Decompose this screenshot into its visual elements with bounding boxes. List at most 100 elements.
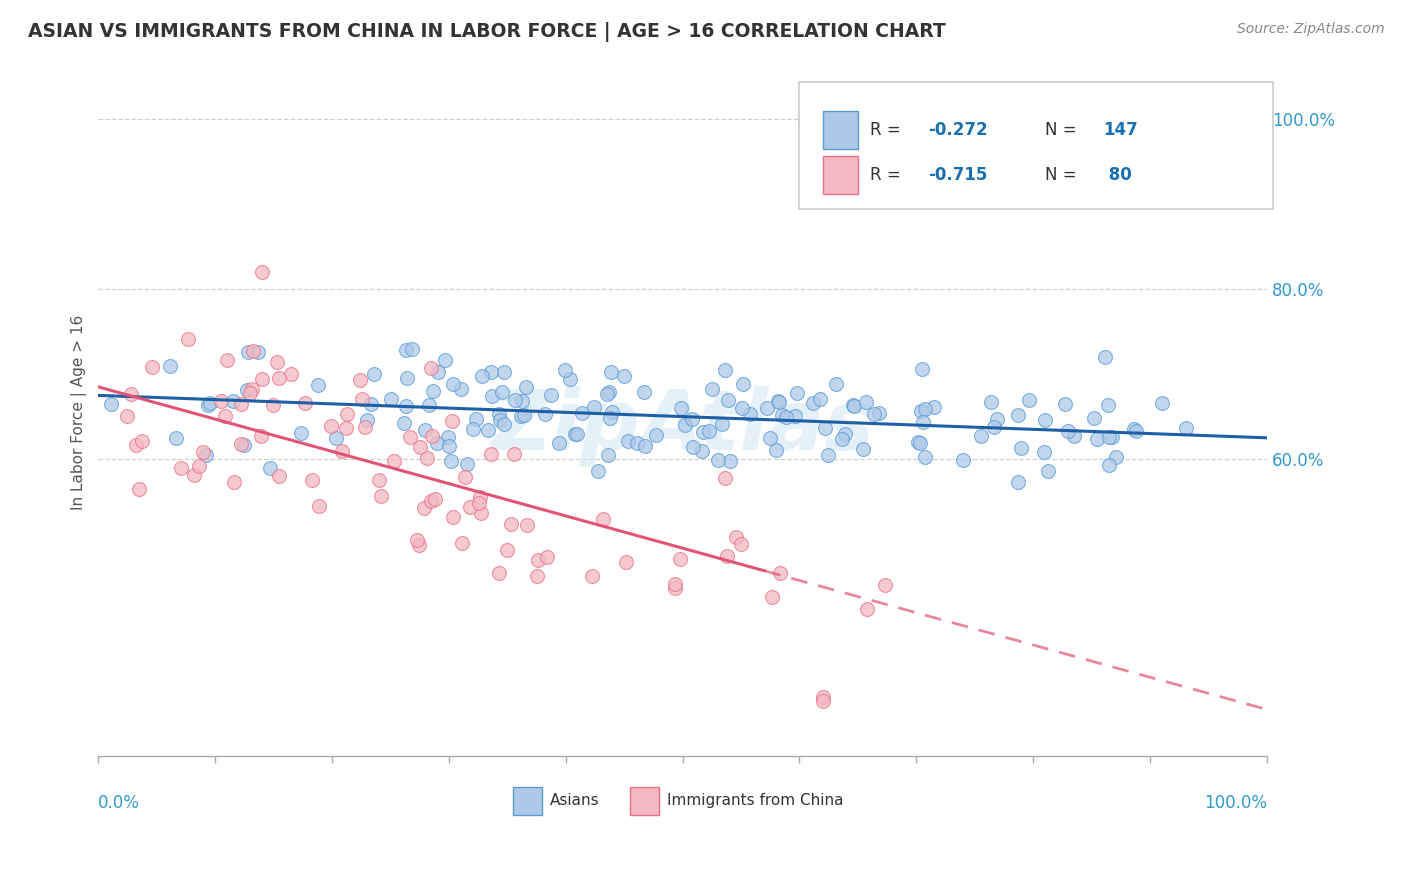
Point xyxy=(468,491,491,505)
Point xyxy=(633,385,655,400)
Point xyxy=(197,398,219,412)
Point xyxy=(599,411,621,425)
Point xyxy=(128,483,150,497)
Point xyxy=(516,517,538,532)
Point xyxy=(1007,475,1029,489)
Point xyxy=(492,365,515,379)
Point xyxy=(1123,422,1146,436)
Point xyxy=(1097,458,1119,473)
Point xyxy=(325,431,347,445)
Point xyxy=(319,419,342,434)
Point xyxy=(477,423,499,437)
Point xyxy=(824,377,846,392)
Point xyxy=(488,413,510,427)
FancyBboxPatch shape xyxy=(513,787,543,814)
Point xyxy=(209,394,232,409)
Point xyxy=(224,475,246,490)
Point xyxy=(581,569,603,583)
Point xyxy=(1101,430,1123,444)
Point xyxy=(761,590,783,604)
Point xyxy=(434,352,457,367)
Point xyxy=(707,453,730,467)
Point xyxy=(259,461,281,475)
Text: ASIAN VS IMMIGRANTS FROM CHINA IN LABOR FORCE | AGE > 16 CORRELATION CHART: ASIAN VS IMMIGRANTS FROM CHINA IN LABOR … xyxy=(28,22,946,42)
Point xyxy=(1063,429,1085,443)
Point xyxy=(450,536,472,550)
Point xyxy=(418,399,440,413)
Point xyxy=(177,333,200,347)
Point xyxy=(170,461,193,475)
Point xyxy=(231,436,253,450)
Point xyxy=(416,450,439,465)
Point xyxy=(491,384,513,399)
Point xyxy=(441,377,464,392)
Point xyxy=(700,382,723,396)
Point xyxy=(465,411,488,425)
Point xyxy=(408,538,430,552)
Point xyxy=(441,509,464,524)
Point xyxy=(382,454,405,468)
Point xyxy=(240,382,263,396)
Point xyxy=(669,551,692,566)
Point xyxy=(392,416,415,430)
Point xyxy=(395,399,418,413)
Point xyxy=(817,449,839,463)
Point xyxy=(456,458,478,472)
Point xyxy=(873,577,896,591)
Point xyxy=(159,359,181,373)
Point xyxy=(914,401,936,416)
Point xyxy=(907,434,929,449)
Point xyxy=(682,441,704,455)
Point xyxy=(690,444,713,458)
Point xyxy=(697,425,720,439)
Point xyxy=(236,344,259,359)
Text: -0.715: -0.715 xyxy=(928,166,987,184)
Point xyxy=(413,423,436,437)
Point xyxy=(509,409,531,424)
Point xyxy=(910,404,932,418)
Point xyxy=(217,352,239,367)
Point xyxy=(1097,398,1119,412)
Point xyxy=(692,425,714,440)
Point xyxy=(350,392,373,406)
Point xyxy=(349,373,371,387)
Point xyxy=(1105,450,1128,464)
Point xyxy=(717,392,740,407)
Point xyxy=(986,412,1008,426)
Point xyxy=(600,405,623,419)
Point xyxy=(560,372,582,386)
Point xyxy=(983,419,1005,434)
Point xyxy=(1007,408,1029,422)
Point xyxy=(468,496,491,510)
Point xyxy=(266,355,288,369)
Point xyxy=(768,395,790,409)
Point xyxy=(335,421,357,435)
Point xyxy=(855,395,877,409)
Point xyxy=(673,417,696,432)
Point xyxy=(499,516,522,531)
Point xyxy=(488,566,510,580)
Point xyxy=(194,448,217,462)
Point xyxy=(730,537,752,551)
Point xyxy=(588,464,610,478)
Point xyxy=(290,426,312,441)
Point xyxy=(420,361,443,376)
Point xyxy=(408,440,430,454)
Point xyxy=(664,577,686,591)
Point xyxy=(239,386,262,401)
Point xyxy=(1150,396,1173,410)
Point xyxy=(307,377,329,392)
Point xyxy=(1038,464,1060,478)
Point xyxy=(269,371,291,385)
Point xyxy=(100,396,122,410)
Point xyxy=(131,434,153,448)
Point xyxy=(396,371,419,385)
Point xyxy=(246,344,269,359)
Point xyxy=(412,500,434,515)
Point xyxy=(458,500,481,515)
Point xyxy=(363,367,385,381)
Point xyxy=(733,376,755,391)
Point xyxy=(842,399,865,413)
Point xyxy=(495,543,517,558)
Point xyxy=(868,406,890,420)
